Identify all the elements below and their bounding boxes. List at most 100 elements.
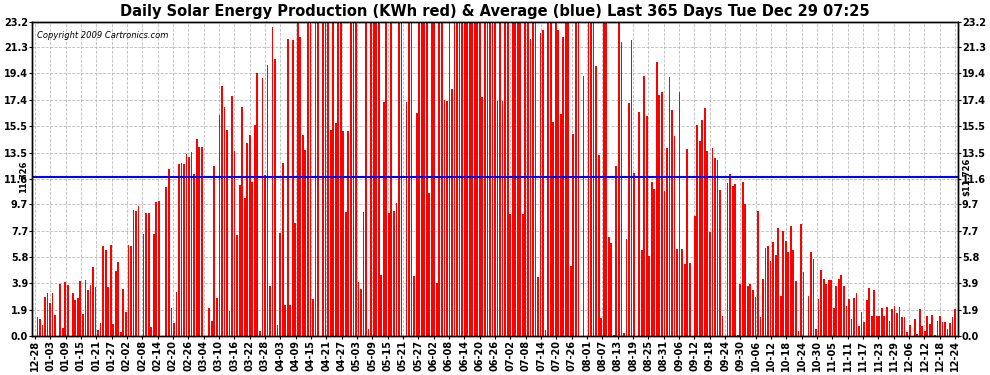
Bar (744, 204, 746, 336)
Bar (946, 329, 948, 336)
Bar (310, 22, 311, 336)
Bar (264, 175, 266, 336)
Bar (808, 296, 810, 336)
Bar (492, 22, 493, 336)
Text: $11.726: $11.726 (962, 158, 971, 196)
Bar (237, 235, 238, 336)
Bar (904, 316, 906, 336)
Bar (92, 267, 94, 336)
Bar (520, 22, 521, 336)
Bar (951, 316, 953, 336)
Bar (431, 22, 433, 336)
Bar (325, 22, 327, 336)
Bar (540, 33, 542, 336)
Bar (191, 152, 192, 336)
Bar (735, 184, 737, 336)
Bar (732, 186, 734, 336)
Bar (800, 224, 802, 336)
Bar (67, 285, 68, 336)
Bar (408, 22, 410, 336)
Bar (37, 317, 39, 336)
Bar (535, 22, 537, 336)
Bar (333, 22, 334, 336)
Bar (681, 249, 683, 336)
Bar (648, 256, 650, 336)
Bar (769, 261, 771, 336)
Bar (307, 22, 309, 336)
Bar (504, 22, 506, 336)
Bar (841, 275, 842, 336)
Bar (469, 22, 470, 336)
Bar (146, 213, 147, 336)
Bar (42, 326, 44, 336)
Bar (767, 246, 769, 336)
Bar (299, 38, 301, 336)
Bar (370, 22, 372, 336)
Bar (413, 276, 415, 336)
Bar (634, 173, 635, 336)
Bar (494, 22, 496, 336)
Bar (232, 96, 233, 336)
Bar (90, 285, 91, 336)
Bar (803, 272, 804, 336)
Bar (180, 163, 182, 336)
Bar (696, 125, 698, 336)
Bar (82, 314, 84, 336)
Bar (641, 250, 643, 336)
Bar (704, 108, 706, 336)
Bar (560, 114, 561, 336)
Bar (439, 22, 441, 336)
Bar (112, 324, 114, 336)
Bar (785, 241, 787, 336)
Bar (525, 22, 527, 336)
Bar (138, 206, 140, 336)
Bar (727, 183, 729, 336)
Bar (671, 110, 673, 336)
Bar (251, 183, 253, 336)
Bar (373, 22, 374, 336)
Bar (211, 321, 213, 336)
Text: 11.726: 11.726 (19, 160, 28, 193)
Bar (611, 243, 612, 336)
Title: Daily Solar Energy Production (KWh red) & Average (blue) Last 365 Days Tue Dec 2: Daily Solar Energy Production (KWh red) … (120, 4, 870, 19)
Bar (694, 216, 696, 336)
Bar (266, 65, 268, 336)
Bar (421, 22, 423, 336)
Bar (396, 203, 397, 336)
Bar (775, 255, 776, 336)
Bar (102, 246, 104, 336)
Bar (456, 22, 458, 336)
Bar (383, 102, 385, 336)
Bar (209, 308, 210, 336)
Bar (330, 130, 332, 336)
Bar (388, 213, 390, 336)
Bar (463, 22, 465, 336)
Bar (224, 106, 226, 336)
Bar (777, 228, 779, 336)
Bar (605, 22, 607, 336)
Bar (828, 280, 830, 336)
Bar (284, 304, 286, 336)
Bar (486, 22, 488, 336)
Bar (155, 202, 157, 336)
Bar (79, 281, 81, 336)
Bar (631, 40, 633, 336)
Bar (497, 101, 498, 336)
Bar (712, 148, 714, 336)
Bar (406, 102, 408, 336)
Bar (891, 309, 893, 336)
Bar (618, 22, 620, 336)
Bar (572, 134, 574, 336)
Bar (253, 125, 255, 336)
Bar (390, 22, 392, 336)
Bar (679, 92, 680, 336)
Bar (338, 22, 340, 336)
Bar (914, 320, 916, 336)
Bar (39, 319, 41, 336)
Bar (274, 59, 276, 336)
Bar (453, 22, 455, 336)
Bar (673, 136, 675, 336)
Bar (517, 22, 519, 336)
Bar (107, 287, 109, 336)
Bar (644, 76, 645, 336)
